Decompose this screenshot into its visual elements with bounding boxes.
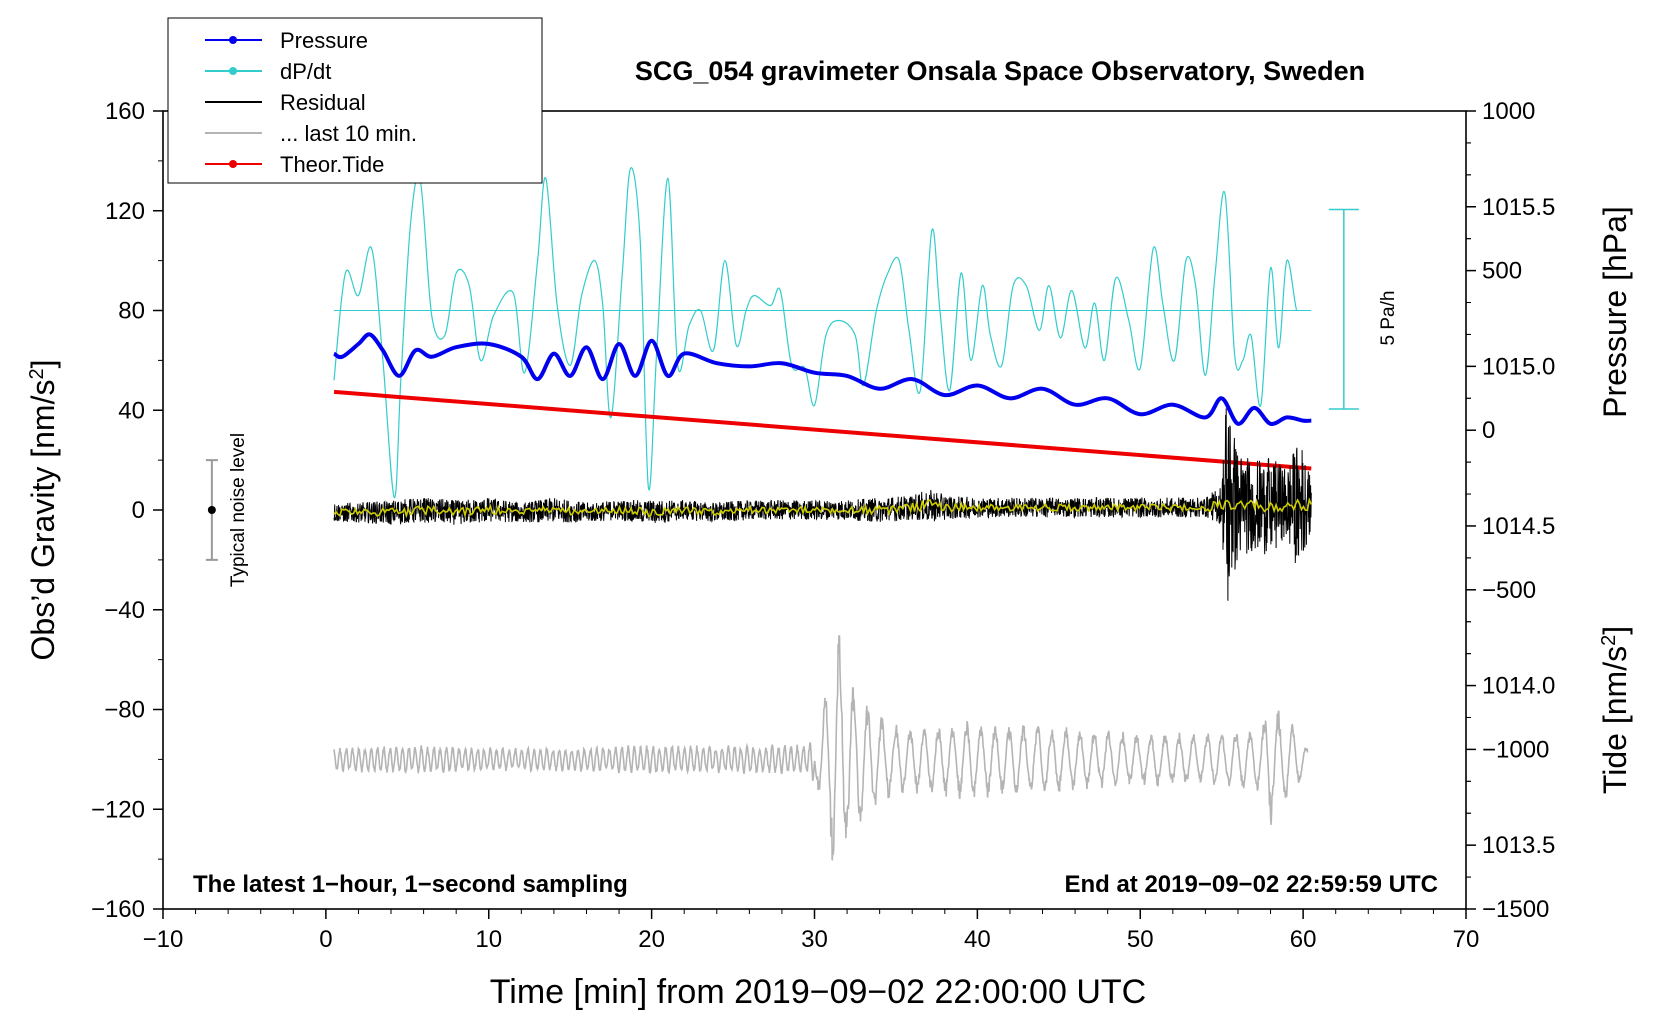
y-tick-label-left: 160 (105, 98, 145, 125)
pressure-series-line (332, 332, 1312, 426)
legend-swatch-marker (229, 36, 237, 44)
legend-label: Pressure (280, 28, 368, 53)
tide-tick-label: 0 (1482, 417, 1495, 444)
x-tick-label: −10 (143, 926, 184, 953)
y-tick-label-left: −40 (104, 597, 145, 624)
legend-swatch-marker (229, 67, 237, 75)
x-tick-label: 20 (638, 926, 665, 953)
annotation-sampling: The latest 1−hour, 1−second sampling (193, 871, 628, 898)
legend-box (167, 17, 543, 184)
theor-tide-series-line (333, 389, 1312, 471)
axes-layer: −10 0 10 20 30 40 50 60 70 160 120 80 40 0 −40 −80 −120 −… (91, 98, 1555, 953)
chart-title: SCG_054 gravimeter Onsala Space Observat… (635, 56, 1365, 86)
dpdt-series-line (333, 167, 1298, 499)
pressure-tick-label: 1015.5 (1482, 194, 1555, 221)
scale-bar-label: 5 Pa/h (1378, 291, 1399, 346)
y-tick-label-left: −120 (91, 796, 145, 823)
residual-series-line (333, 408, 1312, 601)
legend-label: ... last 10 min. (280, 121, 417, 146)
tide-tick-label: −1500 (1482, 896, 1549, 923)
x-tick-label: 70 (1453, 926, 1480, 953)
y-axis-label-tide: Tide [nm/s2] (1597, 626, 1633, 794)
x-tick-label: 0 (319, 926, 332, 953)
x-tick-label: 60 (1290, 926, 1317, 953)
x-tick-label: 40 (964, 926, 991, 953)
legend-label: Theor.Tide (280, 152, 384, 177)
pressure-tick-label: 1014.5 (1482, 513, 1555, 540)
annotation-end-time: End at 2019−09−02 22:59:59 UTC (1064, 871, 1438, 898)
residual-smoothed-line (333, 497, 1313, 519)
tide-tick-label: −500 (1482, 577, 1536, 604)
y-tick-label-left: −160 (91, 896, 145, 923)
pressure-tick-label: 1014.0 (1482, 673, 1555, 700)
y-tick-label-left: −80 (104, 697, 145, 724)
y-tick-label-left: 40 (118, 397, 145, 424)
legend-swatch-marker (229, 160, 237, 168)
pressure-tick-label: 1013.5 (1482, 832, 1555, 859)
y-tick-label-left: 120 (105, 198, 145, 225)
noise-level-label: Typical noise level (228, 433, 249, 587)
tide-tick-label: 1000 (1482, 98, 1535, 125)
y-axis-label-pressure: Pressure [hPa] (1597, 206, 1633, 418)
last-10-min-series-line (333, 634, 1309, 861)
noise-bar-center-dot (207, 506, 216, 514)
y-axis-label-left: Obs’d Gravity [nm/s2] (25, 360, 61, 661)
x-tick-label: 30 (801, 926, 828, 953)
legend: Pressure dP/dt Residual ... last 10 min. The… (167, 17, 543, 184)
y-tick-label-left: 80 (118, 298, 145, 325)
y-tick-label-left: 0 (132, 497, 145, 524)
pressure-tick-label: 1015.0 (1482, 353, 1555, 380)
x-tick-label: 50 (1127, 926, 1154, 953)
legend-label: dP/dt (280, 59, 331, 84)
tide-tick-label: −1000 (1482, 736, 1549, 763)
tide-tick-label: 500 (1482, 258, 1522, 285)
x-axis-label: Time [min] from 2019−09−02 22:00:00 UTC (490, 973, 1146, 1011)
x-tick-label: 10 (475, 926, 502, 953)
legend-label: Residual (280, 90, 366, 115)
series-layer (205, 167, 1359, 861)
